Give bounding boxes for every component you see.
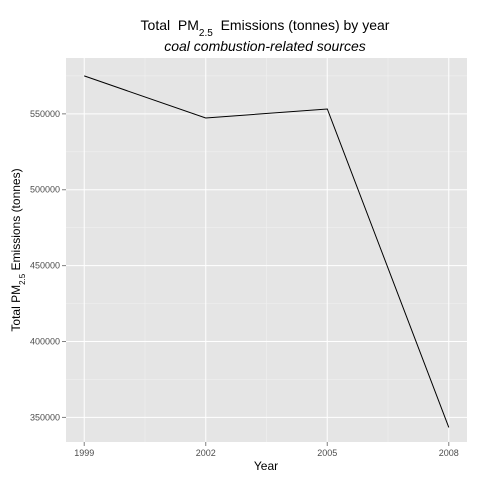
y-tick-label: 550000 [30, 109, 60, 119]
x-tick-label: 1999 [74, 448, 94, 458]
y-tick-label: 500000 [30, 185, 60, 195]
series-line [84, 75, 450, 428]
minor-gridlines [66, 58, 467, 442]
x-axis-title: Year [254, 459, 278, 473]
y-axis-ticks: 350000 400000 450000 500000 550000 [30, 109, 66, 422]
y-tick-label: 450000 [30, 261, 60, 271]
major-gridlines [66, 58, 467, 442]
x-tick-label: 2008 [439, 448, 459, 458]
series-line-group [84, 75, 450, 428]
x-tick-label: 2002 [196, 448, 216, 458]
y-axis-title: Total PM2.5 Emissions (tonnes) [9, 168, 27, 331]
x-axis-ticks: 1999 2002 2005 2008 [74, 442, 459, 458]
chart-title: Total PM2.5 Emissions (tonnes) by year [141, 17, 390, 39]
y-tick-label: 350000 [30, 412, 60, 422]
chart-subtitle: coal combustion-related sources [164, 38, 366, 54]
x-tick-label: 2005 [317, 448, 337, 458]
y-tick-label: 400000 [30, 337, 60, 347]
